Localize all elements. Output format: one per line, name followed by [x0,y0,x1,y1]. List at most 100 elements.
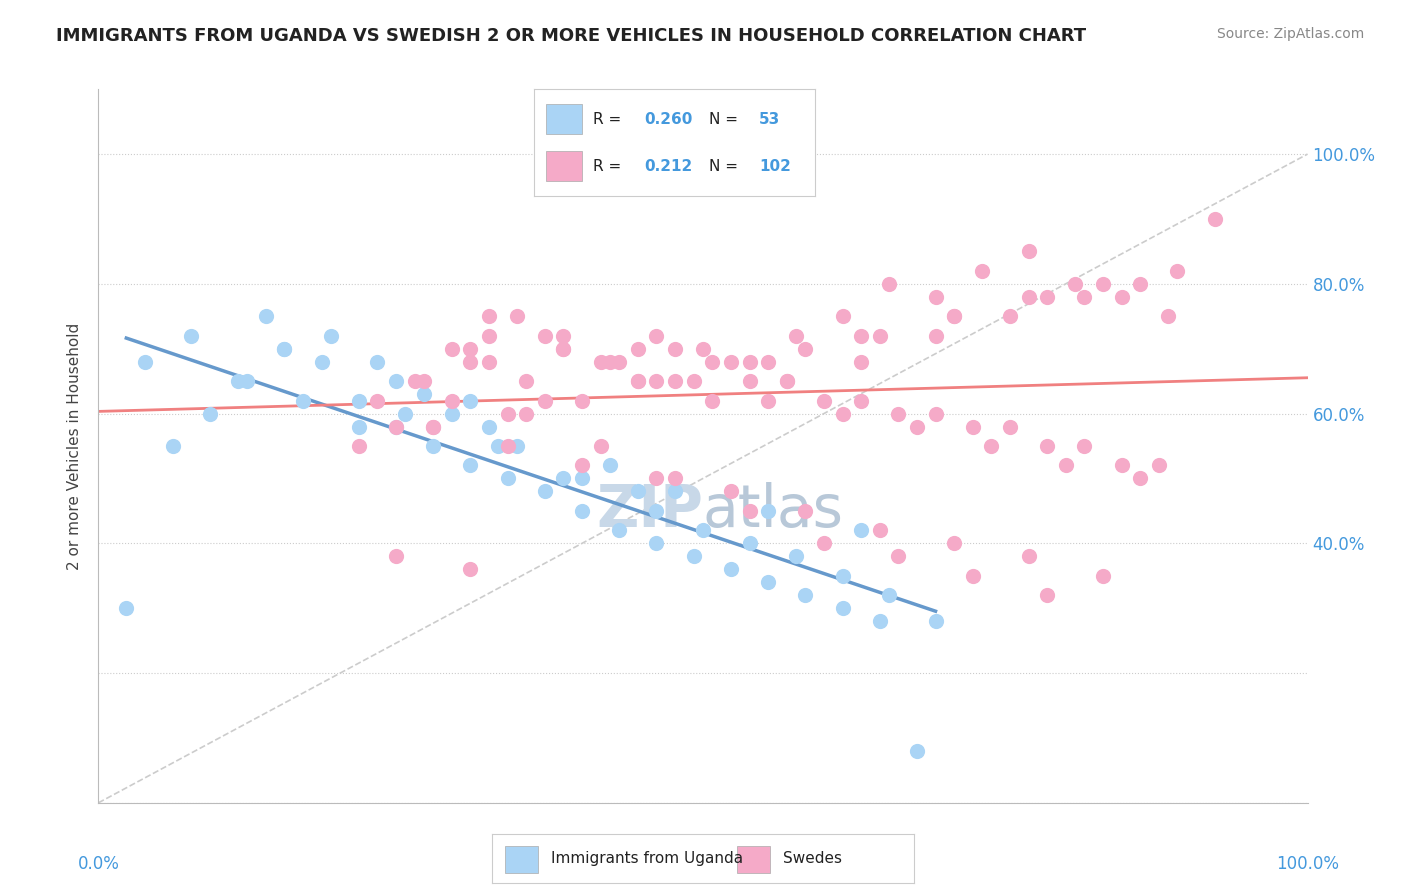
Point [1054,458,1077,473]
Point [460,562,482,576]
Point [998,310,1021,324]
Point [440,342,463,356]
FancyBboxPatch shape [737,847,770,873]
Point [831,568,853,582]
FancyBboxPatch shape [505,847,538,873]
Point [589,354,612,368]
Point [607,354,630,368]
Point [1147,458,1170,473]
Point [849,328,872,343]
Point [645,471,668,485]
Point [180,328,202,343]
Point [627,342,650,356]
Point [664,471,686,485]
Point [682,549,704,564]
Point [943,536,966,550]
Point [970,264,993,278]
Point [1073,290,1095,304]
Point [366,354,388,368]
Point [292,393,315,408]
Point [1111,458,1133,473]
Point [645,374,668,388]
Point [496,407,519,421]
Point [236,374,259,388]
Point [776,374,799,388]
Point [571,471,593,485]
Point [134,354,156,368]
Point [1091,568,1114,582]
Text: 53: 53 [759,112,780,127]
Point [1018,290,1040,304]
Point [553,342,575,356]
Point [849,524,872,538]
Text: Swedes: Swedes [783,851,842,866]
Point [478,328,501,343]
Point [347,419,370,434]
Point [756,393,779,408]
Point [440,407,463,421]
Point [366,393,388,408]
Text: R =: R = [593,112,627,127]
Point [943,310,966,324]
Point [385,419,408,434]
Point [905,744,928,758]
Point [1111,290,1133,304]
Text: 100.0%: 100.0% [1277,855,1339,872]
Point [962,419,984,434]
Text: 0.260: 0.260 [644,112,692,127]
Point [702,354,724,368]
Text: N =: N = [709,112,742,127]
Point [720,354,742,368]
Text: Immigrants from Uganda: Immigrants from Uganda [551,851,744,866]
Point [534,328,557,343]
Text: ZIP: ZIP [596,483,703,540]
Point [645,328,668,343]
Point [607,524,630,538]
Point [1064,277,1087,291]
Point [1036,290,1059,304]
Point [869,614,891,628]
Point [776,374,799,388]
Point [869,328,891,343]
Point [738,374,761,388]
Point [273,342,295,356]
Point [756,575,779,590]
Point [198,407,221,421]
Point [460,393,482,408]
Point [962,568,984,582]
Point [1073,439,1095,453]
Point [506,439,529,453]
Point [785,328,807,343]
Point [877,588,900,602]
Point [404,374,426,388]
Point [887,549,910,564]
Point [664,342,686,356]
Point [924,407,946,421]
Point [422,439,444,453]
Point [496,471,519,485]
Point [849,393,872,408]
Point [347,393,370,408]
Point [506,310,529,324]
Point [887,407,910,421]
Point [385,419,408,434]
Point [413,387,436,401]
Point [1091,277,1114,291]
Point [254,310,277,324]
Point [589,439,612,453]
Text: Source: ZipAtlas.com: Source: ZipAtlas.com [1216,27,1364,41]
Point [515,407,537,421]
Point [627,484,650,499]
Point [756,504,779,518]
Point [664,374,686,388]
Point [1129,277,1152,291]
Point [515,374,537,388]
Point [980,439,1002,453]
Point [877,277,900,291]
Point [831,407,853,421]
Point [943,310,966,324]
Point [115,601,138,615]
Point [422,419,444,434]
Text: 0.212: 0.212 [644,159,692,174]
Point [534,393,557,408]
